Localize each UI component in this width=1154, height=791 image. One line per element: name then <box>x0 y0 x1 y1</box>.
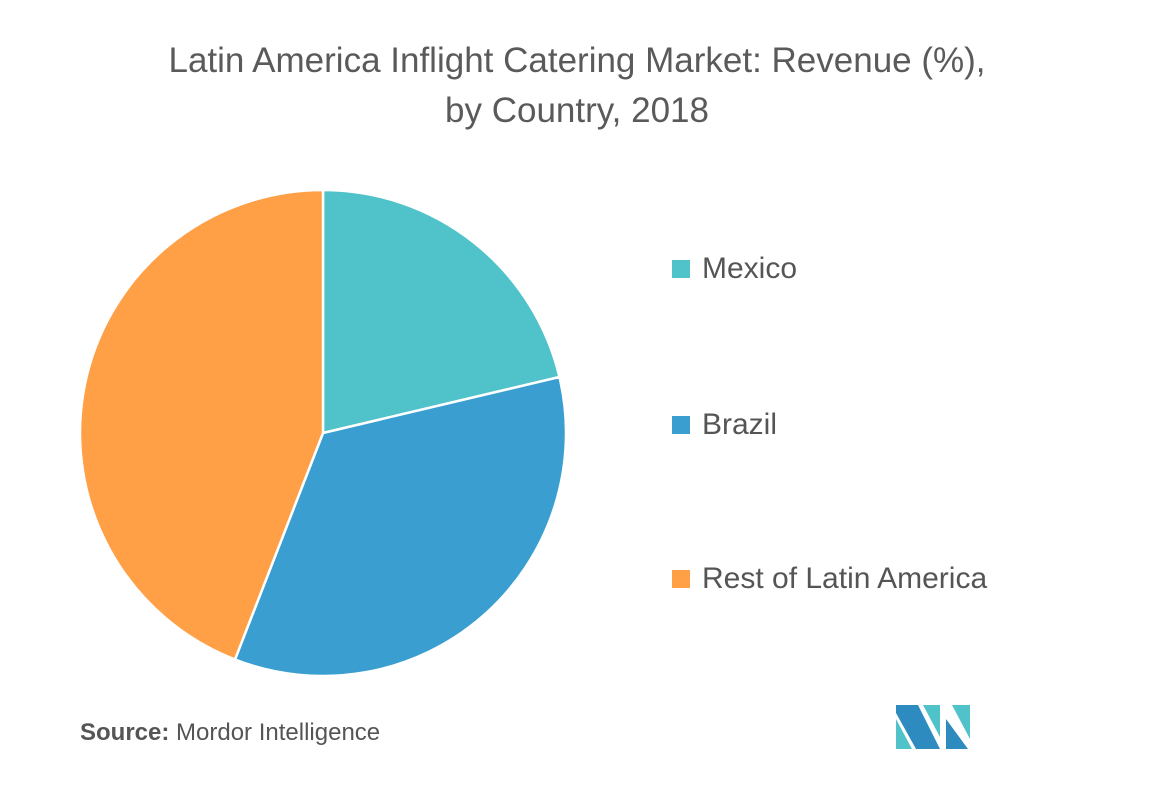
title-line-2: by Country, 2018 <box>445 91 709 130</box>
legend-item: Mexico <box>672 252 797 286</box>
source-note: Source: Mordor Intelligence <box>80 719 380 747</box>
title-line-1: Latin America Inflight Catering Market: … <box>168 41 986 80</box>
legend-swatch <box>672 570 690 588</box>
chart-title: Latin America Inflight Catering Market: … <box>0 36 1154 136</box>
legend-label: Mexico <box>702 252 798 285</box>
pie-slice-mexico <box>321 188 561 435</box>
pie-slice-rest-of-latin-america <box>78 188 325 662</box>
legend-label: Brazil <box>702 408 778 441</box>
source-label: Source: <box>80 719 170 746</box>
legend-item: Brazil <box>672 408 777 442</box>
legend-label: Rest of Latin America <box>702 562 988 595</box>
mordor-logo-icon <box>896 705 970 749</box>
legend-swatch <box>672 260 690 278</box>
legend-swatch <box>672 416 690 434</box>
legend-item: Rest of Latin America <box>672 562 987 596</box>
pie-slice-brazil <box>233 375 568 678</box>
source-text: Mordor Intelligence <box>176 719 381 746</box>
